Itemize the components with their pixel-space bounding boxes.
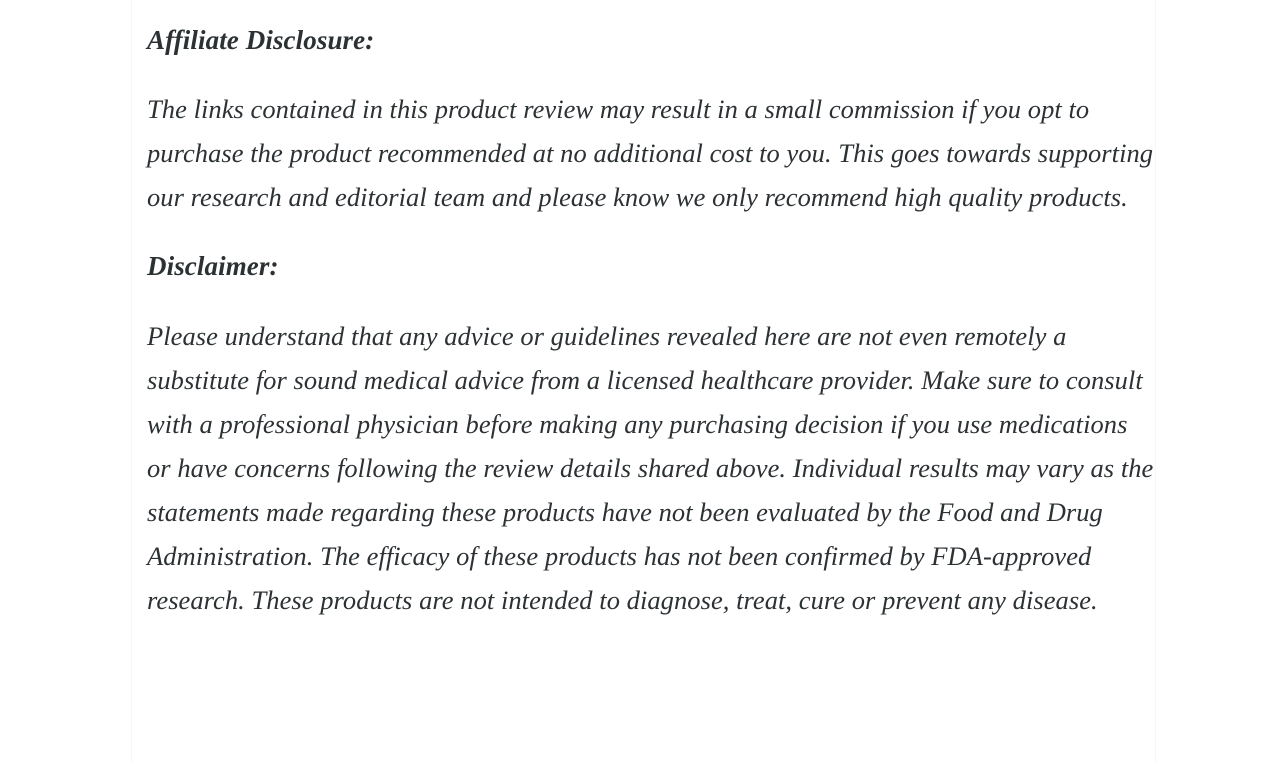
spacer [147, 288, 1165, 314]
spacer [147, 219, 1165, 244]
disclaimer-paragraph: Please understand that any advice or gui… [147, 321, 1154, 615]
spacer [147, 62, 1165, 87]
affiliate-disclosure-paragraph: The links contained in this product revi… [147, 94, 1154, 212]
article-body: Affiliate Disclosure: The links containe… [147, 0, 1165, 622]
affiliate-disclosure-heading: Affiliate Disclosure: [147, 25, 375, 55]
content-column: Affiliate Disclosure: The links containe… [131, 0, 1156, 763]
disclaimer-heading: Disclaimer: [147, 251, 279, 281]
